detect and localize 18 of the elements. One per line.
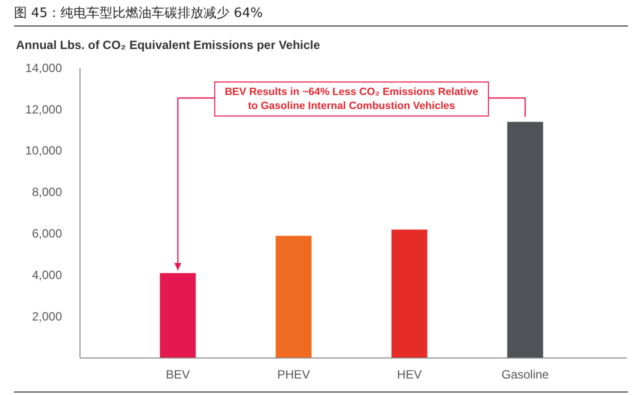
y-tick-label: 2,000 xyxy=(32,309,62,324)
bar xyxy=(507,122,544,358)
chart-title: 图 45：纯电车型比燃油车碳排放减少 64% xyxy=(14,6,263,21)
y-tick-label: 14,000 xyxy=(25,60,62,75)
x-tick-label: Gasoline xyxy=(501,368,550,382)
x-tick-label: HEV xyxy=(397,368,422,382)
x-tick-label: BEV xyxy=(166,368,190,382)
y-tick-label: 6,000 xyxy=(32,226,62,241)
bar xyxy=(160,273,196,358)
bar xyxy=(391,230,428,358)
x-tick-label: PHEV xyxy=(277,368,310,382)
bar xyxy=(276,236,312,358)
annotation: BEV Results in ~64% Less CO₂ Emissions Relative to Gasoline Internal Combustion Vehicles xyxy=(224,86,478,112)
y-tick-label: 12,000 xyxy=(25,102,62,116)
y-tick-label: 8,000 xyxy=(32,185,62,200)
y-tick-label: 4,000 xyxy=(32,268,62,282)
chart-subtitle: Annual Lbs. of CO₂ Equivalent Emissions per Vehicle xyxy=(16,38,320,52)
y-tick-label: 10,000 xyxy=(25,144,62,158)
